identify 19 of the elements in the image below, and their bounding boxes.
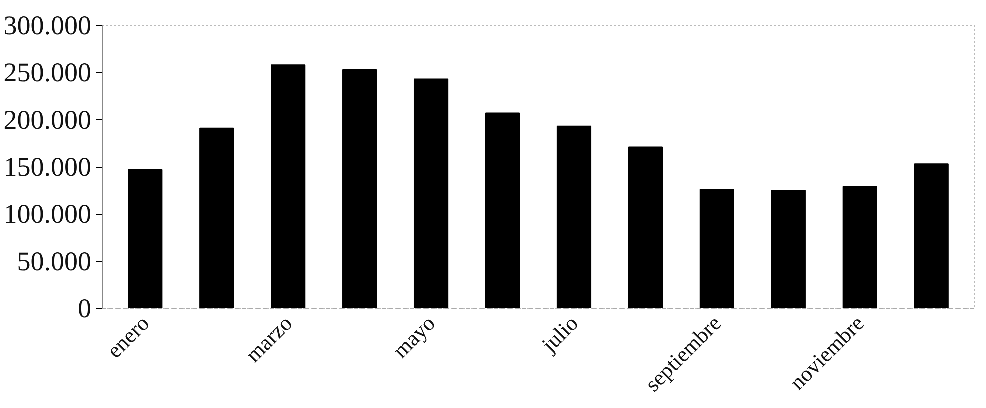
bar xyxy=(485,112,520,308)
y-tick-label: 250.000 xyxy=(4,58,92,88)
y-tick-label: 0 xyxy=(78,294,92,324)
y-tick-label: 300.000 xyxy=(4,10,92,40)
y-tick-label: 150.000 xyxy=(4,152,92,182)
bar xyxy=(842,186,878,308)
y-tick-label: 50.000 xyxy=(17,246,92,276)
y-tick-label: 200.000 xyxy=(4,104,92,135)
bar xyxy=(771,190,806,308)
bar xyxy=(200,128,234,308)
bar xyxy=(628,146,664,308)
y-tick-label: 100.000 xyxy=(4,199,92,230)
bar xyxy=(914,164,949,308)
bar xyxy=(342,69,378,308)
bar xyxy=(414,78,449,308)
bar xyxy=(700,189,734,308)
bar xyxy=(128,169,163,308)
bar xyxy=(556,126,592,308)
bar xyxy=(271,64,306,308)
